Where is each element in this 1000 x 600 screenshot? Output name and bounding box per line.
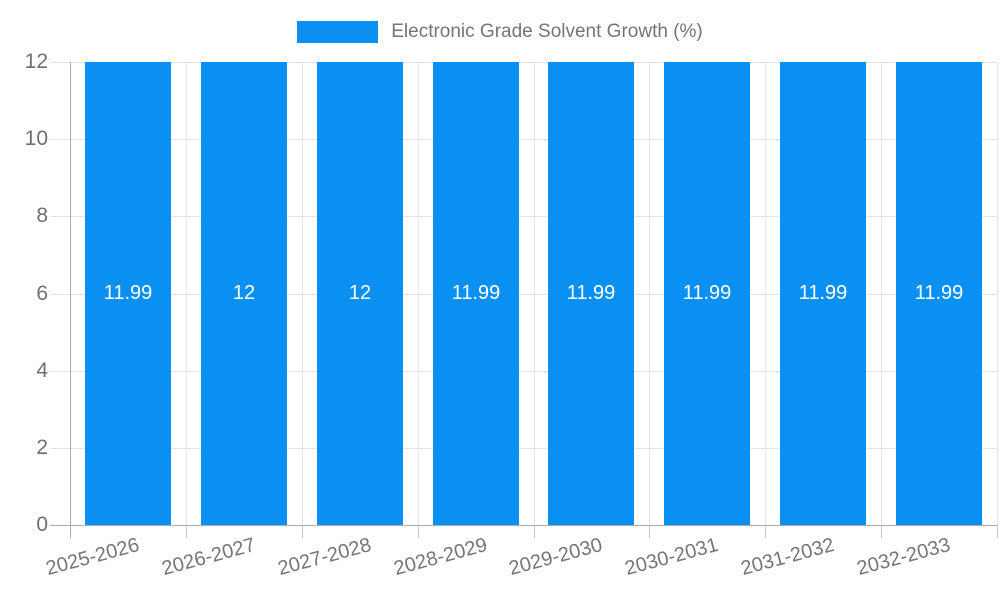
bar-2030-2031[interactable]: 11.99 (664, 62, 750, 525)
gridline (186, 62, 187, 525)
x-axis-label: 2030-2031 (622, 534, 721, 581)
gridline (881, 62, 882, 525)
x-axis-tick (534, 525, 535, 538)
bar-value-label: 11.99 (566, 282, 616, 304)
bar-value-label: 12 (348, 282, 372, 304)
bar-2031-2032[interactable]: 11.99 (780, 62, 866, 525)
gridline (997, 62, 998, 525)
x-axis-label: 2029-2030 (506, 534, 605, 581)
bar-value-label: 11.99 (103, 282, 153, 304)
x-axis-label: 2026-2027 (159, 534, 258, 581)
bar-2028-2029[interactable]: 11.99 (433, 62, 519, 525)
gridline (302, 62, 303, 525)
x-axis-tick (765, 525, 766, 538)
bar-2026-2027[interactable]: 12 (201, 62, 287, 525)
chart-legend[interactable]: Electronic Grade Solvent Growth (%) (0, 21, 1000, 43)
x-axis-label: 2028-2029 (391, 534, 490, 581)
x-axis-label: 2031-2032 (738, 534, 837, 581)
bar-value-label: 11.99 (451, 282, 501, 304)
x-axis-tick (997, 525, 998, 538)
legend-label: Electronic Grade Solvent Growth (%) (391, 21, 703, 42)
y-axis-tick-label: 2 (36, 436, 48, 459)
y-axis-tick-label: 10 (24, 127, 48, 150)
gridline (50, 294, 997, 295)
x-axis-tick (649, 525, 650, 538)
x-axis-tick (418, 525, 419, 538)
gridline (50, 139, 997, 140)
bar-2032-2033[interactable]: 11.99 (896, 62, 982, 525)
gridline (418, 62, 419, 525)
gridline (50, 216, 997, 217)
x-axis-line (50, 525, 997, 526)
x-axis-tick (186, 525, 187, 538)
bar-value-label: 11.99 (798, 282, 848, 304)
y-axis-tick-label: 8 (36, 204, 48, 227)
y-axis-tick-label: 4 (36, 359, 48, 382)
legend-marker (297, 21, 379, 43)
x-axis-label: 2025-2026 (43, 534, 142, 581)
bar-2025-2026[interactable]: 11.99 (85, 62, 171, 525)
y-axis-tick-label: 12 (24, 50, 48, 73)
y-axis-tick-label: 6 (36, 282, 48, 305)
x-axis-label: 2032-2033 (854, 534, 953, 581)
bar-value-label: 11.99 (914, 282, 964, 304)
bar-value-label: 12 (232, 282, 256, 304)
bar-2029-2030[interactable]: 11.99 (548, 62, 634, 525)
gridline (50, 448, 997, 449)
bar-value-label: 11.99 (682, 282, 732, 304)
x-axis-tick (881, 525, 882, 538)
gridline (534, 62, 535, 525)
gridline (50, 62, 997, 63)
gridline (765, 62, 766, 525)
gridline (649, 62, 650, 525)
y-axis-tick-label: 0 (36, 513, 48, 536)
bar-2027-2028[interactable]: 12 (317, 62, 403, 525)
gridline (50, 371, 997, 372)
x-axis-label: 2027-2028 (275, 534, 374, 581)
y-axis-line (70, 62, 71, 538)
x-axis-tick (302, 525, 303, 538)
